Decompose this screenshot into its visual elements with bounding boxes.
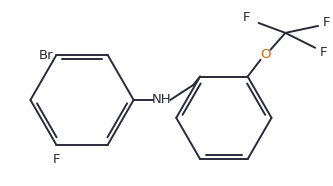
Text: F: F (53, 153, 60, 166)
Text: F: F (320, 46, 328, 59)
Text: O: O (260, 48, 271, 61)
Text: Br: Br (39, 49, 53, 62)
Text: F: F (323, 16, 331, 29)
Text: F: F (243, 12, 251, 25)
Text: NH: NH (152, 93, 171, 106)
